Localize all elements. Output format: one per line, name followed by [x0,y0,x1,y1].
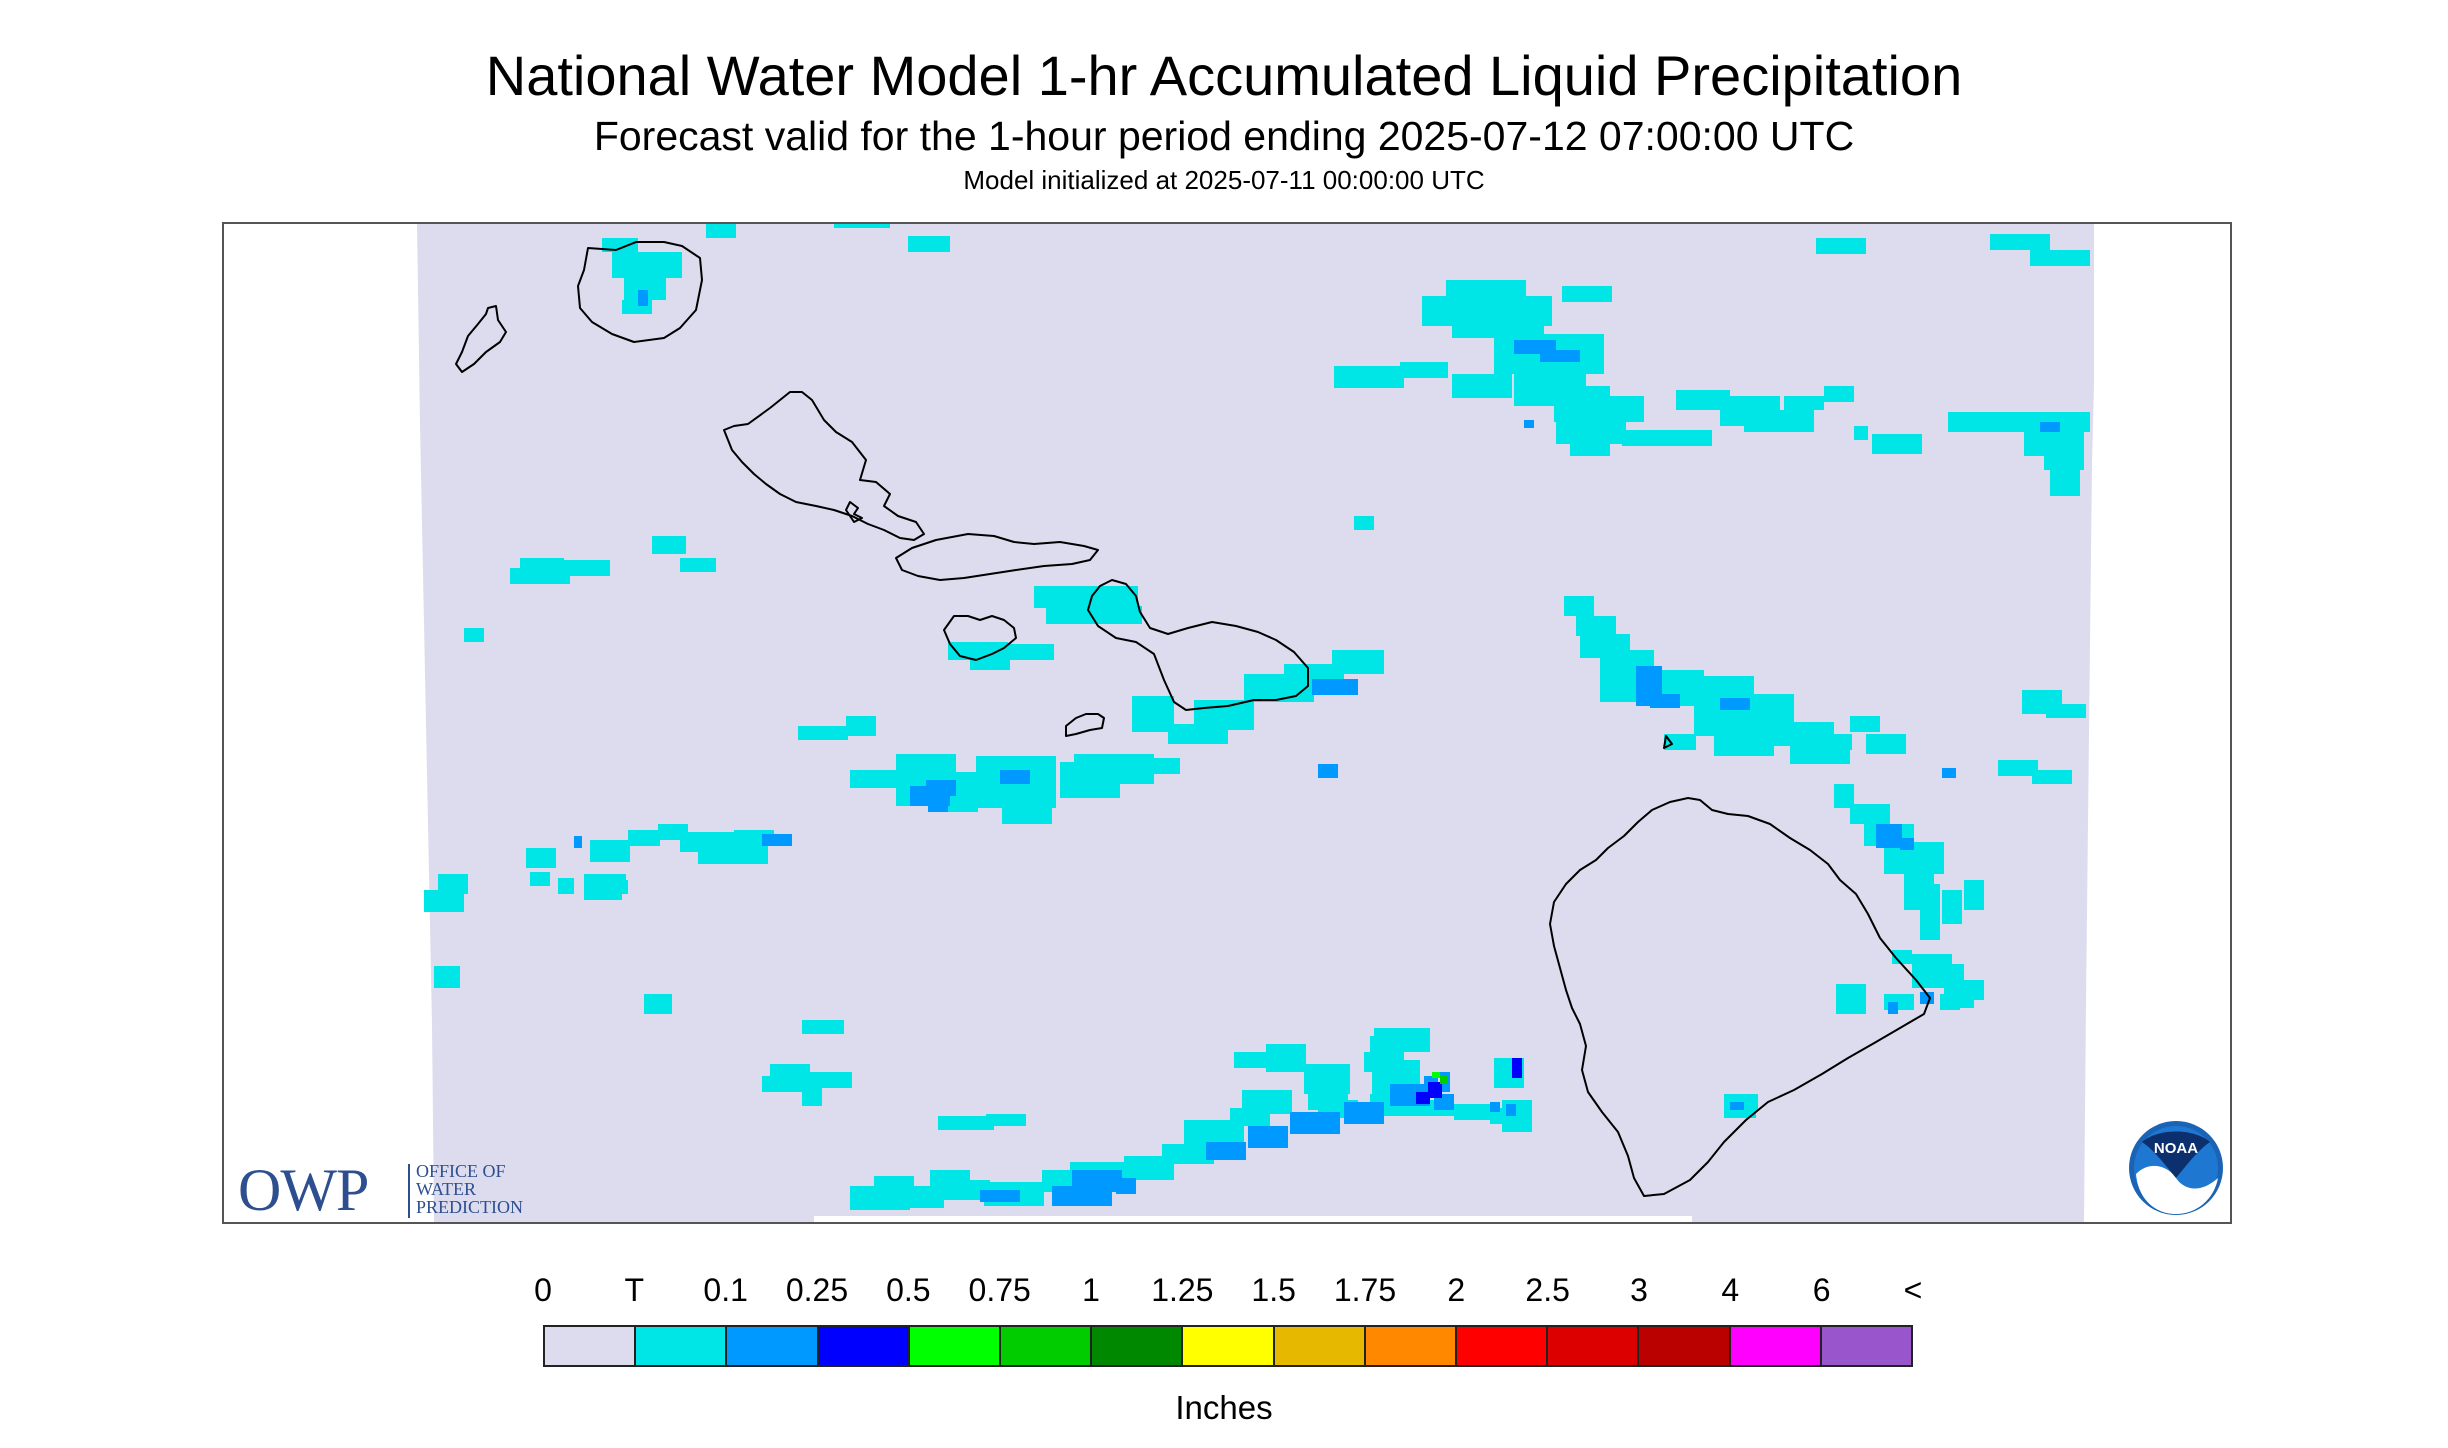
model-domain [417,224,2094,1222]
legend-tick-label: 2.5 [1525,1272,1570,1308]
legend-swatch [1183,1327,1275,1365]
legend-colorbar [543,1325,1913,1367]
owp-logo-divider [408,1164,410,1218]
legend-swatch [818,1327,910,1365]
legend-tick-label: 4 [1721,1272,1740,1308]
legend-tick-label: < [1903,1272,1923,1308]
small-islet-coastline [1663,735,1673,749]
legend-tick-label: 0.25 [785,1272,849,1308]
legend-swatch [1730,1327,1822,1365]
legend-swatch [636,1327,728,1365]
legend-swatch [545,1327,637,1365]
lanai-coastline [943,615,1017,661]
legend-tick-label: 0.5 [886,1272,931,1308]
owp-logo-letters: OWP [238,1157,369,1223]
legend-swatch [1639,1327,1731,1365]
precip-heavy-cells [1432,1072,1448,1084]
kauai-coastline [577,241,703,343]
legend-tick-label: 1.25 [1151,1272,1214,1308]
owp-logo-word: PREDICTION [416,1197,523,1217]
oahu-coastline [723,391,925,541]
legend-swatch [1821,1327,1912,1365]
legend-tick-label: 1 [1082,1272,1100,1308]
big-island-coastline [1549,797,1931,1197]
noaa-logo: NOAA [2128,1120,2224,1216]
legend-swatch [1457,1327,1549,1365]
legend-tick-label: 3 [1630,1272,1648,1308]
coastlines [455,241,1931,1197]
legend-swatch [1001,1327,1093,1365]
legend-tick-label: 2 [1447,1272,1466,1308]
legend-swatch [1365,1327,1458,1365]
legend-swatch [1548,1327,1640,1365]
noaa-logo-text: NOAA [2154,1140,2198,1157]
kahoolawe-coastline [1065,713,1105,737]
precip-light-cells [574,290,2060,1206]
legend-tick-label: 0 [534,1272,552,1308]
owp-logo-words: OFFICE OF WATER PREDICTION [416,1162,523,1216]
legend-swatch [1092,1327,1184,1365]
legend-tick-label: 1.5 [1251,1272,1296,1308]
legend-swatch [909,1327,1002,1365]
niihau-coastline [455,305,507,373]
legend-units-label: Inches [1175,1389,1273,1426]
legend-swatch [1274,1327,1366,1365]
owp-logo-word: OFFICE OF [416,1161,506,1181]
legend-tick-label: 0.75 [968,1272,1031,1308]
legend-tick-label: 1.75 [1333,1272,1397,1308]
map-subtitle: Forecast valid for the 1-hour period end… [593,113,1855,159]
legend-swatch [727,1327,819,1365]
molokai-coastline [895,533,1099,581]
owp-logo-word: WATER [416,1179,476,1199]
maui-coastline [1087,579,1309,711]
legend-tick-label: T [624,1272,645,1308]
precipitation-map[interactable] [222,222,2232,1224]
pearl-harbor-coastline [845,501,863,523]
model-init-label: Model initialized at 2025-07-11 00:00:00… [963,165,1485,195]
legend-tick-label: 6 [1812,1272,1831,1308]
legend-tick-label: 0.1 [703,1272,748,1308]
precip-moderate-cells [1416,1058,1522,1104]
map-title: National Water Model 1-hr Accumulated Li… [485,44,1963,107]
